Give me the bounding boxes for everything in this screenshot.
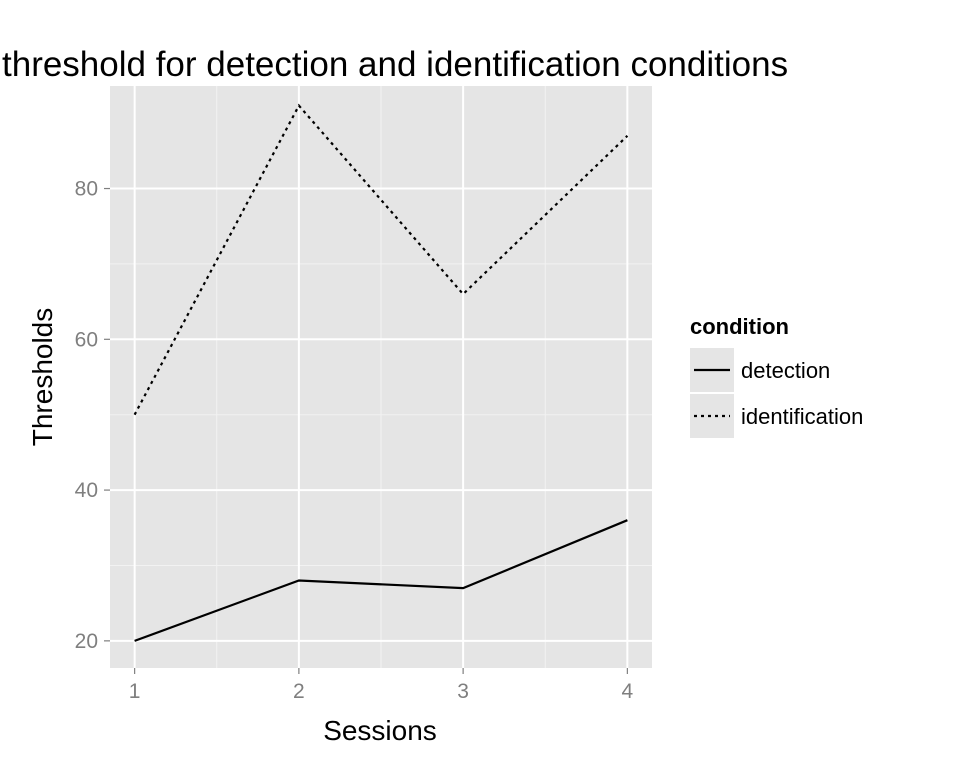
legend-label-identification: identification [741, 404, 863, 429]
y-tick-label-20: 20 [75, 630, 98, 653]
y-tick-label-80: 80 [75, 178, 98, 201]
y-axis-title: Thresholds [27, 308, 58, 447]
legend-title: condition [690, 314, 789, 339]
x-axis-title: Sessions [323, 715, 437, 746]
major-grid [110, 86, 652, 668]
axis-ticks [104, 187, 628, 674]
x-tick-label-1: 1 [129, 680, 141, 703]
series-line-identification [133, 103, 629, 416]
x-tick-label-4: 4 [622, 680, 634, 703]
tick-labels: 1 2 3 4 20 40 60 80 [75, 178, 634, 703]
legend-key-identification [690, 394, 734, 438]
x-tick-label-2: 2 [293, 680, 305, 703]
legend-items: detection identification [690, 348, 863, 438]
y-tick-label-60: 60 [75, 328, 98, 351]
chart-title: threshold for detection and identificati… [2, 45, 788, 84]
series-line-detection [134, 519, 628, 642]
y-tick-label-40: 40 [75, 479, 98, 502]
minor-grid [110, 86, 652, 668]
series-layer [133, 103, 629, 642]
legend: condition detection identification [690, 314, 863, 438]
legend-label-detection: detection [741, 358, 830, 383]
x-tick-label-3: 3 [457, 680, 469, 703]
